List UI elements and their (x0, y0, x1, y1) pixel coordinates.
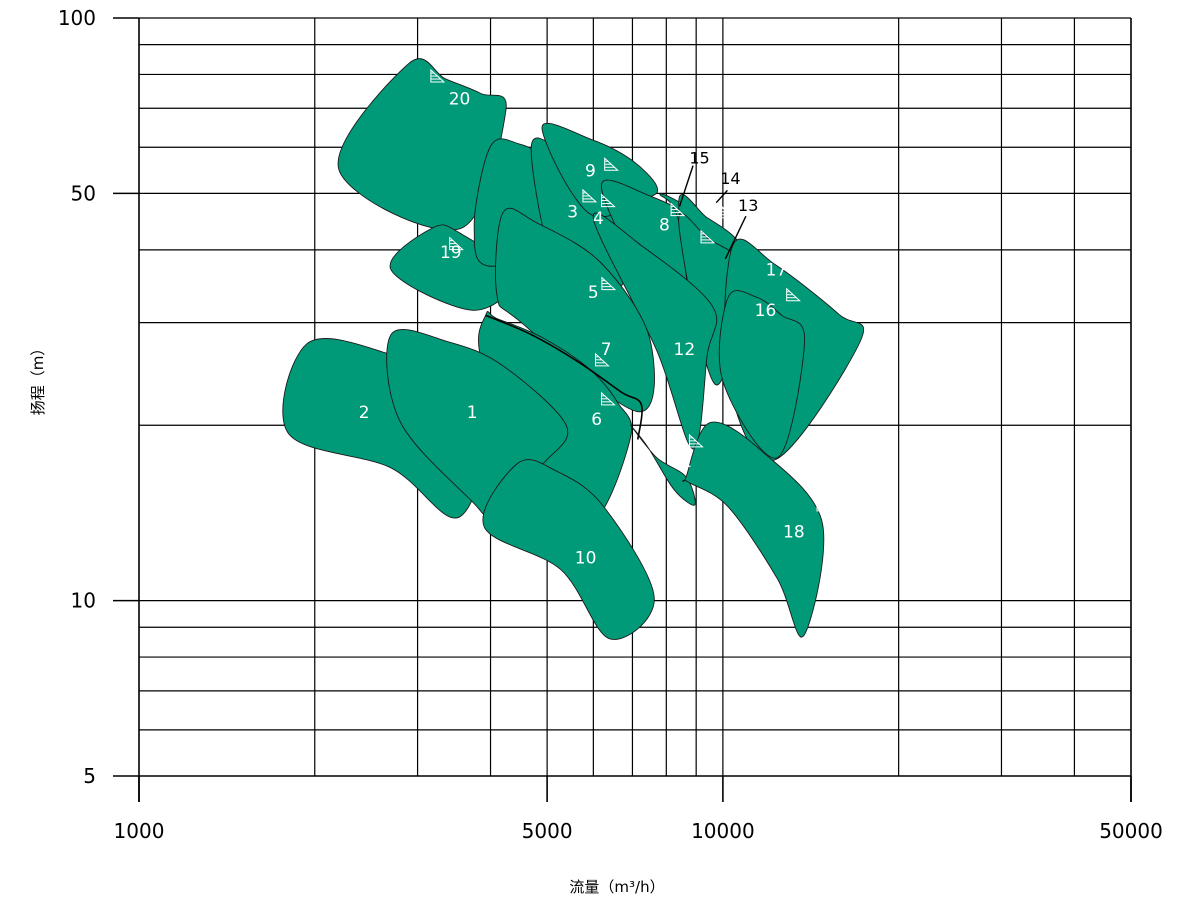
x-tick-label-1000: 1000 (114, 819, 165, 843)
region-label-7: 7 (601, 340, 612, 360)
region-label-19: 19 (440, 243, 462, 263)
region-label-20: 20 (449, 90, 471, 110)
x-axis-title: 流量（m³/h） (569, 878, 664, 896)
y-tick-label-5: 5 (83, 764, 96, 788)
pump-region-12 (592, 212, 718, 450)
pump-region-10 (482, 459, 655, 640)
region-label-16: 16 (755, 301, 777, 321)
region-label-15: 15 (689, 148, 709, 167)
region-label-13: 13 (738, 196, 758, 215)
efficiency-marker (816, 497, 832, 512)
region-label-14: 14 (720, 169, 740, 188)
pump-region-11 (630, 424, 696, 506)
y-tick-label-10: 10 (71, 589, 96, 613)
efficiency-marker (601, 391, 616, 406)
pump-regions (282, 58, 865, 640)
efficiency-marker (594, 352, 610, 367)
x-tick-label-50000: 50000 (1099, 819, 1163, 843)
region-label-18: 18 (783, 522, 805, 542)
y-axis-title: 扬程（m） (29, 341, 47, 416)
efficiency-marker (688, 433, 704, 448)
region-7-boundary-curve (485, 314, 643, 440)
leader-line-15 (678, 165, 694, 207)
region-label-6: 6 (591, 410, 602, 430)
leader-line-14 (715, 189, 728, 204)
region-label-17: 17 (766, 260, 788, 280)
efficiency-marker (601, 276, 617, 291)
region-label-12: 12 (674, 340, 696, 360)
region-label-5: 5 (588, 283, 599, 303)
x-tick-label-5000: 5000 (522, 819, 573, 843)
efficiency-marker (449, 236, 464, 251)
region-label-11: 11 (670, 452, 692, 472)
region-label-3: 3 (567, 202, 578, 222)
y-tick-label-50: 50 (71, 181, 96, 205)
region-label-8: 8 (659, 216, 670, 236)
efficiency-marker (582, 188, 598, 203)
y-tick-label-100: 100 (58, 6, 96, 30)
efficiency-marker (430, 68, 446, 83)
inner-curves (485, 314, 643, 440)
region-label-1: 1 (467, 403, 478, 423)
axes: 1000 5000 10000 50000 5 10 50 100 (58, 6, 1163, 843)
region-label-4: 4 (593, 209, 604, 229)
efficiency-marker (601, 193, 616, 208)
efficiency-marker (720, 204, 736, 219)
efficiency-marker (604, 157, 619, 171)
pump-region-5 (495, 207, 655, 413)
efficiency-marker (786, 287, 801, 302)
best-efficiency-markers (430, 68, 832, 512)
efficiency-marker (670, 202, 686, 217)
region-label-10: 10 (575, 549, 597, 569)
efficiency-marker (811, 270, 826, 284)
pump-region-18 (682, 421, 825, 638)
pump-region-16 (718, 290, 806, 459)
region-label-2: 2 (359, 403, 370, 423)
pump-region-19 (389, 224, 516, 311)
leader-line-13 (724, 215, 747, 260)
efficiency-marker (700, 229, 716, 244)
region-label-9: 9 (585, 162, 596, 182)
x-tick-label-10000: 10000 (691, 819, 755, 843)
